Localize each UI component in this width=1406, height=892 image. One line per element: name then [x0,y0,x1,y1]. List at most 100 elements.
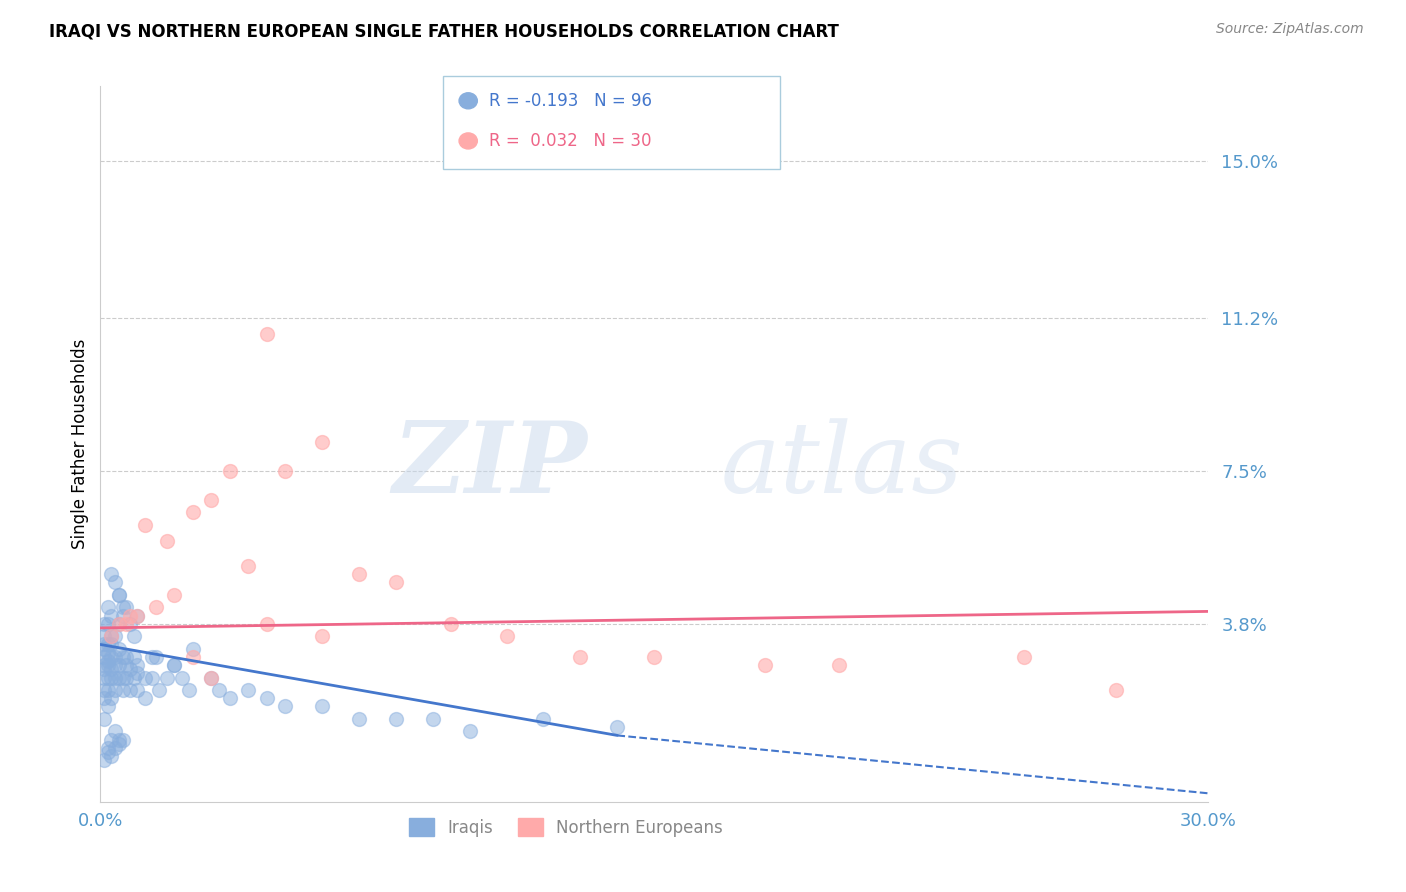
Point [100,691,122,706]
Point [104,682,127,697]
Point [108,641,131,656]
Point [104,649,127,664]
Point [170,671,193,685]
Point [111,649,134,664]
Point [100,671,122,685]
Point [141,649,163,664]
Point [97,671,120,685]
Point [200,492,222,507]
Point [127,682,149,697]
Point [93,712,115,726]
Point [218,464,240,478]
Point [100,749,122,764]
Point [97,682,120,697]
Point [97,646,120,660]
Point [134,691,156,706]
Point [118,608,141,623]
Point [111,671,134,685]
Point [127,608,149,623]
Point [422,712,444,726]
Point [828,658,851,673]
Point [100,629,122,643]
Point [104,575,127,590]
Point [93,691,115,706]
Point [111,608,134,623]
Point [97,654,120,668]
Point [606,720,628,734]
Point [108,616,131,631]
Point [643,649,665,664]
Text: R = -0.193   N = 96: R = -0.193 N = 96 [489,92,652,110]
Point [97,616,120,631]
Point [108,732,131,747]
Point [145,649,167,664]
Point [93,753,115,767]
Point [108,737,131,751]
Point [97,745,120,759]
Point [100,662,122,676]
Text: ZIP: ZIP [392,417,588,514]
Point [181,649,204,664]
Point [127,658,149,673]
Point [104,724,127,739]
Point [311,434,333,449]
Point [108,616,131,631]
Point [93,658,115,673]
Point [97,600,120,615]
Point [122,671,145,685]
Point [100,567,122,582]
Point [118,662,141,676]
Point [100,608,122,623]
Point [207,682,229,697]
Point [93,662,115,676]
Point [181,641,204,656]
Point [122,649,145,664]
Point [177,682,200,697]
Point [148,682,170,697]
Point [115,600,138,615]
Point [200,671,222,685]
Point [1012,649,1035,664]
Point [145,600,167,615]
Point [347,567,370,582]
Point [122,629,145,643]
Point [458,724,481,739]
Point [495,629,517,643]
Point [93,649,115,664]
Point [533,712,555,726]
Text: IRAQI VS NORTHERN EUROPEAN SINGLE FATHER HOUSEHOLDS CORRELATION CHART: IRAQI VS NORTHERN EUROPEAN SINGLE FATHER… [49,22,839,40]
Point [274,464,297,478]
Point [115,649,138,664]
Point [104,740,127,755]
Point [115,671,138,685]
Text: atlas: atlas [721,417,963,513]
Point [100,629,122,643]
Point [236,558,259,573]
Point [127,666,149,681]
Point [134,671,156,685]
Point [93,629,115,643]
Point [111,600,134,615]
Point [236,682,259,697]
Point [93,671,115,685]
Point [118,616,141,631]
Point [108,671,131,685]
Point [93,641,115,656]
Point [108,588,131,602]
Point [97,740,120,755]
Point [163,588,186,602]
Point [256,691,278,706]
Point [111,682,134,697]
Point [311,629,333,643]
Point [104,629,127,643]
Point [127,608,149,623]
Point [104,671,127,685]
Y-axis label: Single Father Households: Single Father Households [72,339,89,549]
Point [569,649,592,664]
Point [100,649,122,664]
Point [100,732,122,747]
Point [218,691,240,706]
Point [118,682,141,697]
Point [93,682,115,697]
Point [100,638,122,652]
